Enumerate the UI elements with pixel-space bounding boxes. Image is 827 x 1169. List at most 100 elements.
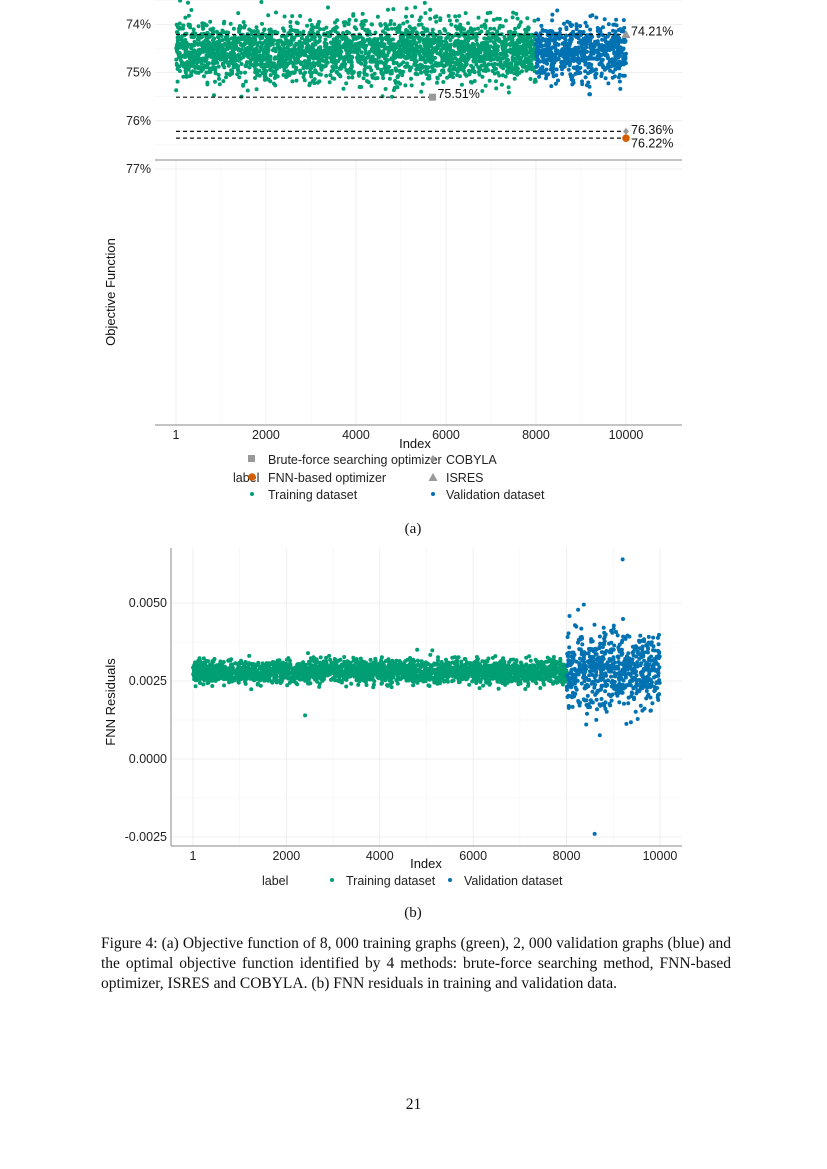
training-point	[525, 44, 530, 49]
training-point	[174, 57, 179, 62]
training-point	[245, 51, 250, 56]
training-point	[470, 41, 475, 46]
validation-point	[616, 55, 621, 60]
training-point	[391, 7, 396, 12]
training-point	[189, 35, 194, 39]
training-point	[481, 42, 486, 46]
training-point	[506, 30, 511, 34]
training-point	[324, 41, 329, 46]
legend-triangle-icon	[428, 473, 438, 481]
validation-point	[597, 44, 602, 49]
validation-point	[551, 74, 556, 79]
training-point	[393, 44, 398, 49]
training-point	[208, 19, 213, 24]
training-point	[388, 19, 393, 23]
training-point	[558, 656, 563, 661]
training-point	[360, 26, 365, 30]
training-point	[326, 51, 331, 56]
training-point	[204, 53, 209, 58]
training-point	[321, 27, 326, 32]
training-point	[366, 80, 371, 85]
training-point	[391, 42, 396, 47]
training-point	[262, 27, 267, 32]
training-point	[395, 681, 400, 686]
training-point	[184, 43, 189, 48]
training-point	[192, 674, 196, 679]
training-point	[357, 70, 362, 75]
training-point	[193, 60, 198, 65]
validation-point	[600, 57, 605, 62]
training-point	[362, 70, 367, 75]
training-point	[317, 72, 322, 77]
training-point	[470, 52, 475, 57]
training-point	[311, 61, 316, 65]
training-point	[397, 27, 402, 32]
training-point	[405, 41, 410, 45]
training-point	[258, 40, 262, 45]
training-point	[202, 57, 207, 62]
training-point	[174, 61, 179, 66]
training-point	[430, 50, 435, 55]
training-point	[244, 36, 249, 41]
training-point	[482, 22, 487, 27]
training-point	[344, 38, 349, 43]
legend-label: FNN-based optimizer	[268, 471, 386, 485]
training-point	[219, 44, 224, 49]
training-point	[431, 40, 436, 45]
training-point	[421, 55, 426, 60]
training-point	[199, 68, 204, 73]
training-point	[495, 16, 500, 21]
training-point	[251, 56, 256, 61]
training-point	[263, 57, 268, 62]
training-point	[332, 52, 337, 57]
validation-point	[575, 69, 580, 74]
training-point	[404, 14, 408, 19]
training-point	[342, 655, 347, 659]
training-point	[213, 71, 218, 76]
training-point	[441, 68, 446, 73]
training-point	[356, 682, 361, 687]
legend: label Brute-force searching optimizer FN…	[233, 453, 545, 502]
training-point	[370, 22, 374, 27]
training-point	[416, 22, 421, 27]
training-point	[387, 76, 392, 81]
training-point	[419, 47, 424, 52]
training-point	[457, 14, 462, 18]
training-point	[488, 26, 493, 31]
training-point	[353, 18, 358, 23]
training-point	[409, 76, 413, 81]
legend-square-icon	[248, 455, 255, 462]
training-point	[325, 46, 330, 51]
training-point	[361, 57, 366, 62]
training-point	[476, 26, 480, 31]
training-point	[281, 73, 286, 77]
training-point	[435, 80, 439, 85]
validation-point	[550, 18, 555, 23]
validation-point	[588, 69, 593, 74]
training-point	[480, 58, 485, 63]
training-point	[443, 39, 448, 44]
training-point	[187, 74, 192, 79]
validation-point	[621, 18, 626, 23]
training-point	[334, 25, 339, 30]
training-point	[375, 37, 380, 42]
training-point	[184, 66, 189, 71]
validation-point	[553, 81, 558, 86]
training-point	[411, 35, 416, 40]
training-point	[357, 85, 362, 89]
training-point	[391, 61, 396, 66]
training-point	[299, 36, 304, 41]
training-point	[485, 47, 490, 52]
training-point	[394, 52, 399, 57]
training-point	[389, 26, 394, 31]
validation-point	[617, 49, 622, 54]
training-point	[212, 93, 216, 98]
training-point	[240, 51, 244, 56]
training-point	[452, 60, 457, 65]
training-point	[299, 60, 304, 65]
validation-point	[549, 46, 554, 51]
validation-point	[594, 67, 598, 72]
training-point	[375, 14, 380, 19]
validation-point	[557, 30, 562, 35]
